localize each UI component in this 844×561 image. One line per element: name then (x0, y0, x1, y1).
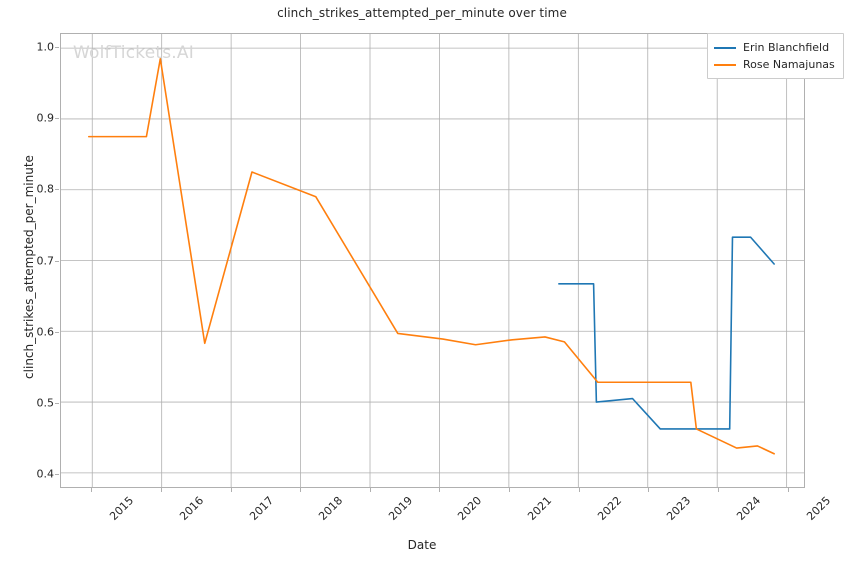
legend-swatch-icon (714, 46, 736, 49)
x-tick-label: 2020 (455, 494, 485, 523)
x-tick-mark (91, 488, 93, 492)
x-tick-mark (439, 488, 441, 492)
y-tick-mark (55, 260, 59, 262)
x-tick-label: 2019 (386, 494, 416, 523)
legend-item[interactable]: Erin Blanchfield (714, 39, 835, 56)
y-tick-mark (55, 331, 59, 333)
x-axis-label: Date (407, 538, 437, 552)
x-tick-label: 2022 (594, 494, 624, 523)
x-tick-mark (300, 488, 302, 492)
y-tick-mark (55, 402, 59, 404)
x-tick-label: 2016 (177, 494, 207, 523)
y-tick-mark (55, 189, 59, 191)
y-tick-label: 0.6 (36, 325, 55, 339)
x-tick-mark (648, 488, 650, 492)
x-tick-mark (717, 488, 719, 492)
legend-label: Rose Namajunas (743, 58, 835, 71)
series-lines (87, 57, 775, 455)
x-tick-label: 2023 (664, 494, 694, 523)
legend-swatch-icon (714, 63, 736, 66)
watermark-text: WolfTickets.AI (73, 43, 194, 63)
x-axis-ticks: 2015 2016 2017 2018 2019 2020 2021 2022 2023 2024… (60, 488, 833, 534)
x-tick-label: 2018 (316, 494, 346, 523)
x-tick-label: 2025 (803, 494, 833, 523)
x-tick-mark (509, 488, 511, 492)
x-tick-mark (160, 488, 162, 492)
y-tick-mark (55, 118, 59, 120)
x-tick-mark (578, 488, 580, 492)
x-tick-label: 2017 (246, 494, 276, 523)
y-axis-ticks: 0.4 0.5 0.6 0.7 0.8 0.9 1.0 (0, 33, 59, 488)
chart-title: clinch_strikes_attempted_per_minute over… (277, 6, 567, 20)
y-tick-label: 0.8 (36, 182, 55, 196)
x-tick-mark (787, 488, 789, 492)
x-tick-label: 2015 (107, 494, 137, 523)
y-tick-label: 0.7 (36, 254, 55, 267)
y-tick-label: 0.5 (36, 396, 55, 410)
y-tick-mark (55, 473, 59, 475)
y-tick-label: 1.0 (36, 40, 55, 54)
x-tick-label: 2024 (734, 494, 764, 523)
y-tick-label: 0.9 (36, 111, 55, 125)
x-tick-mark (230, 488, 232, 492)
series-line (87, 57, 775, 455)
x-tick-label: 2021 (525, 494, 555, 523)
grid-lines (61, 34, 804, 487)
chart-legend: Erin Blanchfield Rose Namajunas (707, 33, 844, 79)
plot-area: WolfTickets.AI (60, 33, 805, 488)
x-tick-mark (369, 488, 371, 492)
legend-label: Erin Blanchfield (743, 41, 830, 54)
series-line (558, 236, 775, 430)
y-tick-label: 0.4 (36, 467, 55, 481)
legend-item[interactable]: Rose Namajunas (714, 56, 835, 73)
y-tick-mark (55, 47, 59, 49)
